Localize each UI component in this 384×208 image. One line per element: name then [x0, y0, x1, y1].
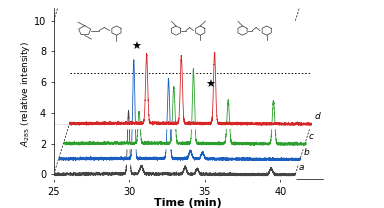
Text: ★: ★: [205, 80, 215, 90]
X-axis label: Time (min): Time (min): [154, 198, 222, 208]
Text: ★: ★: [131, 42, 141, 52]
Y-axis label: $A_{285}$ (relative intensity): $A_{285}$ (relative intensity): [20, 41, 33, 147]
Text: c: c: [309, 132, 314, 141]
Text: d: d: [314, 112, 320, 121]
Text: a: a: [298, 163, 304, 172]
Text: b: b: [304, 148, 310, 157]
